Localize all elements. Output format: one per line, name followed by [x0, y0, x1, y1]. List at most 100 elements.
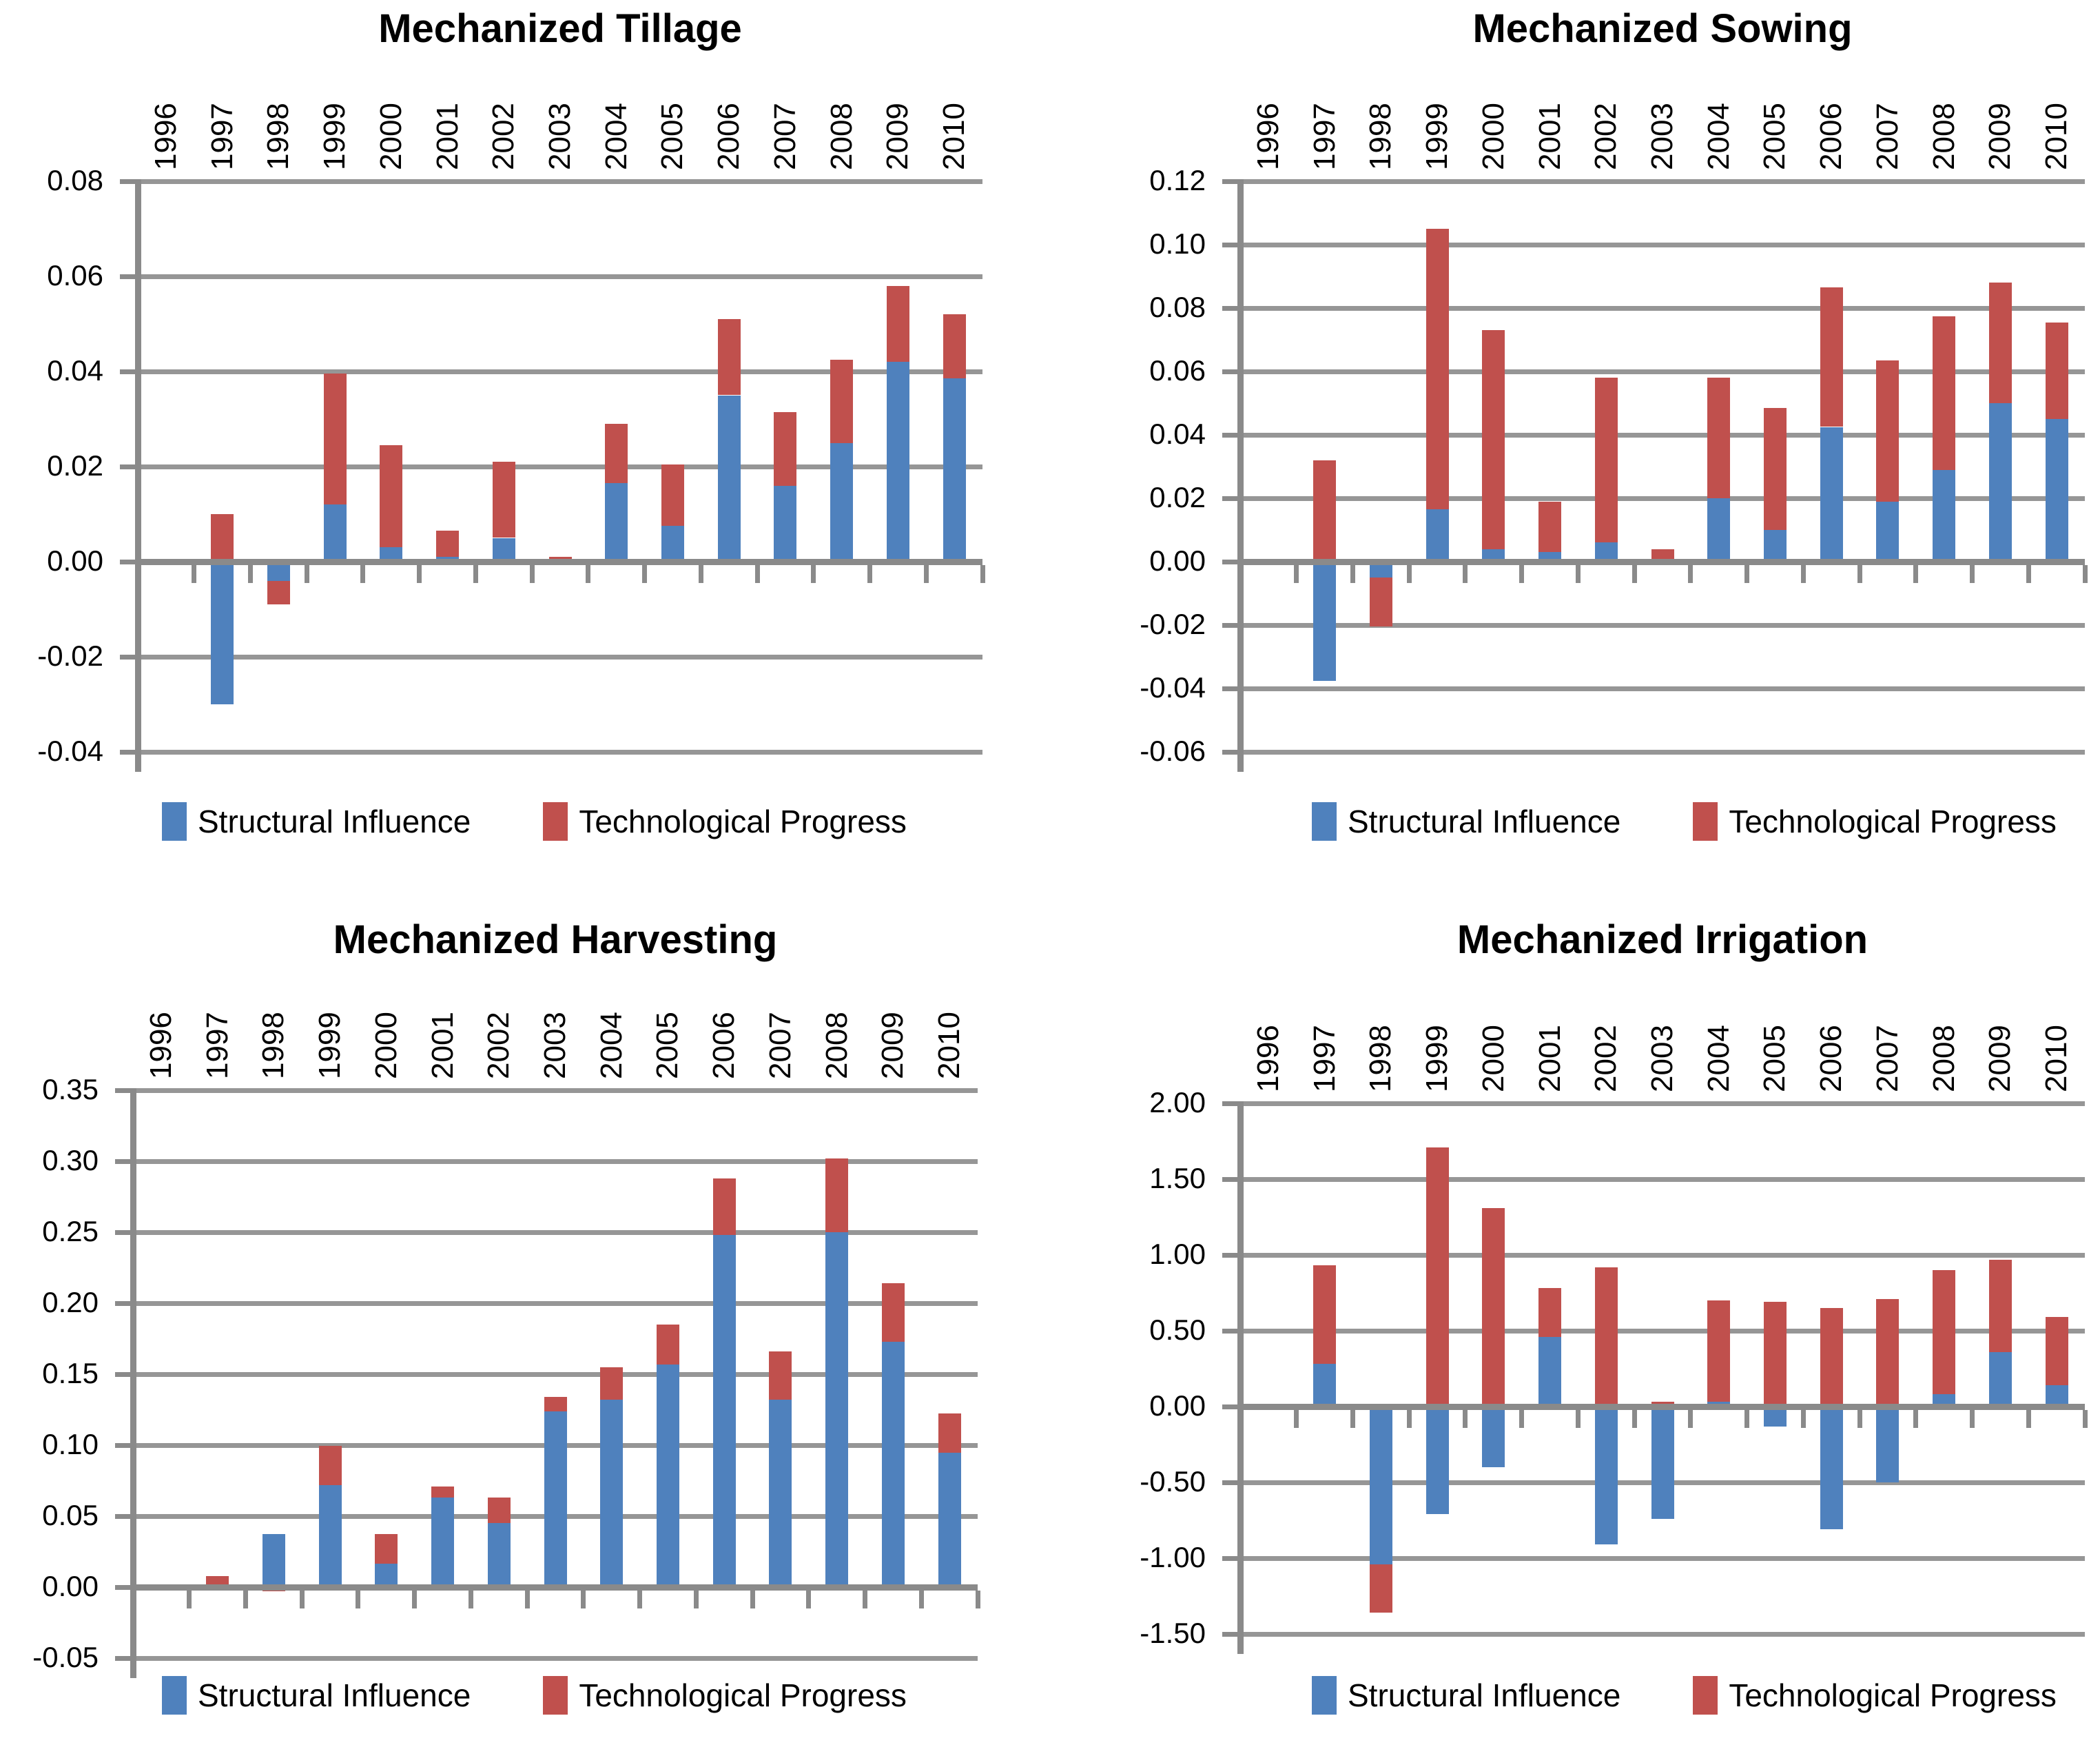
plot-area: 0.35 0.30 0.25 0.20 0.15 0.10 0.05 0.00 -0.05 199… [0, 874, 1050, 1747]
bar-segment-technological-progress [774, 411, 797, 486]
bar-segment-technological-progress [1482, 1207, 1505, 1407]
x-axis-tick [524, 1590, 530, 1608]
bar-segment-technological-progress [830, 359, 854, 443]
chart-mechanized-harvesting: Mechanized Harvesting 0.35 0.30 0.25 0.20 0.… [0, 874, 1050, 1747]
bar-segment-technological-progress [1763, 407, 1787, 530]
legend: Structural Influence Technological Progr… [1312, 1676, 2057, 1715]
gridline [133, 1371, 978, 1377]
bar-segment-technological-progress [487, 1498, 511, 1524]
y-tick-label: 0.00 [47, 544, 103, 577]
chart-mechanized-sowing: Mechanized Sowing 0.12 0.10 0.08 0.06 0.04 0.… [1050, 0, 2100, 873]
y-axis-line [1237, 178, 1244, 772]
gridline [133, 1158, 978, 1164]
x-axis-line [138, 558, 982, 565]
year-label: 1999 [1420, 1025, 1454, 1092]
year-label: 1996 [148, 103, 183, 170]
year-label: 2007 [763, 1012, 797, 1079]
y-tick-label: -1.50 [1140, 1617, 1206, 1649]
gridline [1240, 686, 2085, 691]
bar-segment-structural-influence [1763, 530, 1787, 562]
y-axis-tick [120, 559, 138, 564]
y-axis-tick [120, 654, 138, 660]
year-label: 2003 [1645, 103, 1679, 170]
x-axis-tick [299, 1590, 305, 1608]
bar-segment-technological-progress [1425, 229, 1449, 510]
y-axis-tick [1222, 559, 1240, 564]
bar-segment-structural-influence [1313, 1364, 1337, 1407]
y-axis-tick [115, 1442, 133, 1448]
bar-segment-structural-influence [1763, 1407, 1787, 1427]
year-label: 2006 [707, 1012, 741, 1079]
x-axis-tick [581, 1590, 586, 1608]
bar-segment-technological-progress [1820, 1308, 1843, 1407]
bar-segment-technological-progress [1651, 549, 1674, 562]
x-axis-tick [1744, 1409, 1750, 1428]
bar-segment-technological-progress [1988, 1259, 2012, 1352]
gridline [1240, 1328, 2085, 1334]
gridline [138, 369, 982, 374]
bar-segment-technological-progress [431, 1486, 455, 1498]
x-axis-tick [1800, 1409, 1806, 1428]
bar-segment-structural-influence [1707, 498, 1731, 562]
x-axis-tick [637, 1590, 643, 1608]
chart-title: Mechanized Harvesting [333, 917, 778, 962]
x-axis-tick [1970, 1409, 1975, 1428]
year-label: 2007 [1870, 103, 1904, 170]
bar-segment-structural-influence [1988, 1351, 2012, 1407]
y-axis-tick [120, 274, 138, 279]
y-tick-label: -0.06 [1140, 735, 1206, 767]
bar-segment-technological-progress [492, 462, 515, 538]
gridline [1240, 1101, 2085, 1106]
bar-segment-technological-progress [1538, 501, 1562, 553]
gridline [1240, 1555, 2085, 1561]
x-axis-tick [1688, 1409, 1694, 1428]
y-axis-tick [115, 1087, 133, 1093]
y-tick-label: -0.05 [32, 1641, 99, 1673]
year-label: 2005 [650, 1012, 685, 1079]
year-label: 2001 [430, 103, 464, 170]
legend-swatch-technological-progress [1693, 1676, 1718, 1715]
bar-segment-technological-progress [1707, 1300, 1731, 1402]
year-label: 1999 [1420, 103, 1454, 170]
bar-segment-structural-influence [769, 1400, 792, 1587]
bar-segment-technological-progress [600, 1367, 624, 1400]
bar-segment-structural-influence [1876, 501, 1900, 562]
x-axis-tick [975, 1590, 980, 1608]
legend-item-technological-progress: Technological Progress [1693, 802, 2057, 841]
y-axis-tick [115, 1229, 133, 1235]
x-axis-tick [586, 564, 591, 583]
bar-segment-structural-influence [211, 562, 234, 704]
year-label: 2006 [1814, 1025, 1849, 1092]
bar-segment-structural-influence [323, 504, 347, 562]
x-axis-tick [2082, 564, 2088, 583]
y-axis-tick [1222, 686, 1240, 691]
x-axis-tick [2026, 1409, 2031, 1428]
year-label: 2009 [881, 103, 915, 170]
bar-segment-technological-progress [211, 514, 234, 562]
bar-segment-technological-progress [436, 531, 460, 558]
legend-label-structural-influence: Structural Influence [198, 1677, 471, 1713]
x-axis-tick [1800, 564, 1806, 583]
y-tick-label: 0.25 [42, 1215, 99, 1247]
legend-label-technological-progress: Technological Progress [579, 1677, 907, 1713]
bar-segment-structural-influence [1594, 542, 1618, 562]
year-label: 2004 [599, 103, 633, 170]
legend-item-structural-influence: Structural Influence [162, 802, 471, 841]
year-label: 1997 [205, 103, 239, 170]
gridline [133, 1229, 978, 1235]
y-axis-line [130, 1087, 136, 1678]
x-axis-line [1240, 1403, 2085, 1410]
year-label: 2004 [594, 1012, 628, 1079]
bar-segment-structural-influence [492, 538, 515, 562]
x-axis-tick [1631, 1409, 1637, 1428]
bar-segment-technological-progress [943, 314, 966, 379]
gridline [133, 1655, 978, 1661]
bar-segment-technological-progress [1988, 283, 2012, 403]
bar-segment-technological-progress [1313, 460, 1337, 562]
legend-item-technological-progress: Technological Progress [543, 1676, 907, 1715]
x-axis-tick [693, 1590, 699, 1608]
year-label: 2009 [1983, 103, 2017, 170]
x-axis-line [1240, 558, 2085, 565]
chart-title: Mechanized Sowing [1472, 6, 1853, 51]
y-tick-label: 0.08 [1149, 291, 1206, 323]
